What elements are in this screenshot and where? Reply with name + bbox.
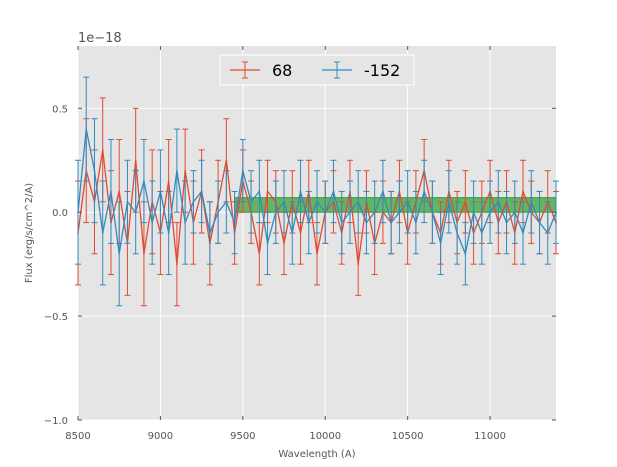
data-point [118,190,121,193]
data-point [233,221,236,224]
data-point [307,221,310,224]
data-point [209,232,211,234]
x-tick-label: 11000 [474,431,506,442]
data-point [258,190,261,193]
data-point [151,221,153,224]
x-tick-label: 10500 [392,431,424,442]
data-point [324,211,327,214]
data-point [101,149,104,151]
data-point [448,201,450,203]
data-point [456,232,458,234]
data-point [266,190,269,193]
x-tick-label: 9500 [230,431,255,442]
data-point [85,128,88,130]
data-point [167,232,170,234]
data-point [316,201,318,203]
data-point [258,252,261,255]
data-point [266,242,269,245]
data-point [225,159,228,162]
data-point [497,201,500,203]
series-1 [75,76,559,307]
ticks: 8500 9000 9500 10000 10500 11000 −1.0 −0.5 0.0 0.… [44,46,556,442]
data-point [415,221,417,224]
data-point [390,221,392,224]
data-point [439,242,442,245]
data-point [110,190,112,193]
data-point [134,159,137,162]
data-point [291,232,294,234]
data-point [283,242,285,245]
data-point [340,221,343,224]
data-point [143,252,145,255]
data-point [283,201,285,203]
legend-label: -152 [364,61,400,80]
data-point [118,252,121,255]
data-point [184,169,186,172]
legend-label: 68 [272,61,292,80]
data-point [522,190,524,193]
y-axis-label: Flux (erg/s/cm^2/A) [24,183,35,283]
data-point [332,190,335,193]
data-point [538,221,541,224]
legend: 68 -152 [219,54,415,86]
data-point [472,211,475,214]
legend-item-0: 68 [230,61,292,80]
x-tick-label: 8500 [65,431,90,442]
data-point [489,211,491,214]
data-point [382,190,384,193]
y-tick-label: 0.0 [52,208,68,219]
data-point [101,232,104,234]
data-point [217,211,219,214]
data-point [159,190,162,193]
data-point [184,221,186,224]
data-point [176,169,178,172]
data-point [242,169,244,172]
data-point [299,232,302,234]
data-point [316,252,318,255]
data-point [134,211,137,214]
x-tick-label: 10000 [309,431,341,442]
data-point [423,190,425,193]
data-point [274,211,277,214]
data-point [398,211,401,214]
data-point [513,211,516,214]
data-point [126,201,129,203]
data-point [176,263,178,265]
data-point [357,201,360,203]
data-point [167,180,170,182]
data-point [464,252,467,255]
data-point [464,201,467,203]
data-point [143,180,145,182]
data-point [481,232,483,234]
data-point [93,169,96,172]
x-tick-label: 9000 [148,431,173,442]
data-point [357,263,360,265]
data-point [349,211,351,214]
data-point [225,201,228,203]
data-point [505,221,508,224]
series-layer [75,76,559,307]
data-point [250,201,252,203]
data-point [406,201,409,203]
data-point [192,201,195,203]
data-point [431,211,434,214]
y-tick-label: 0.5 [52,104,68,115]
y-tick-label: −0.5 [44,312,68,323]
y-tick-label: −1.0 [44,416,68,427]
y-offset-label: 1e−18 [78,31,122,46]
data-point [365,221,368,224]
legend-item-1: -152 [322,61,400,80]
x-axis-label: Wavelength (A) [278,449,355,460]
data-point [299,190,302,193]
data-point [546,232,549,234]
data-point [200,190,203,193]
data-point [522,232,524,234]
data-point [373,211,376,214]
data-point [530,201,533,203]
